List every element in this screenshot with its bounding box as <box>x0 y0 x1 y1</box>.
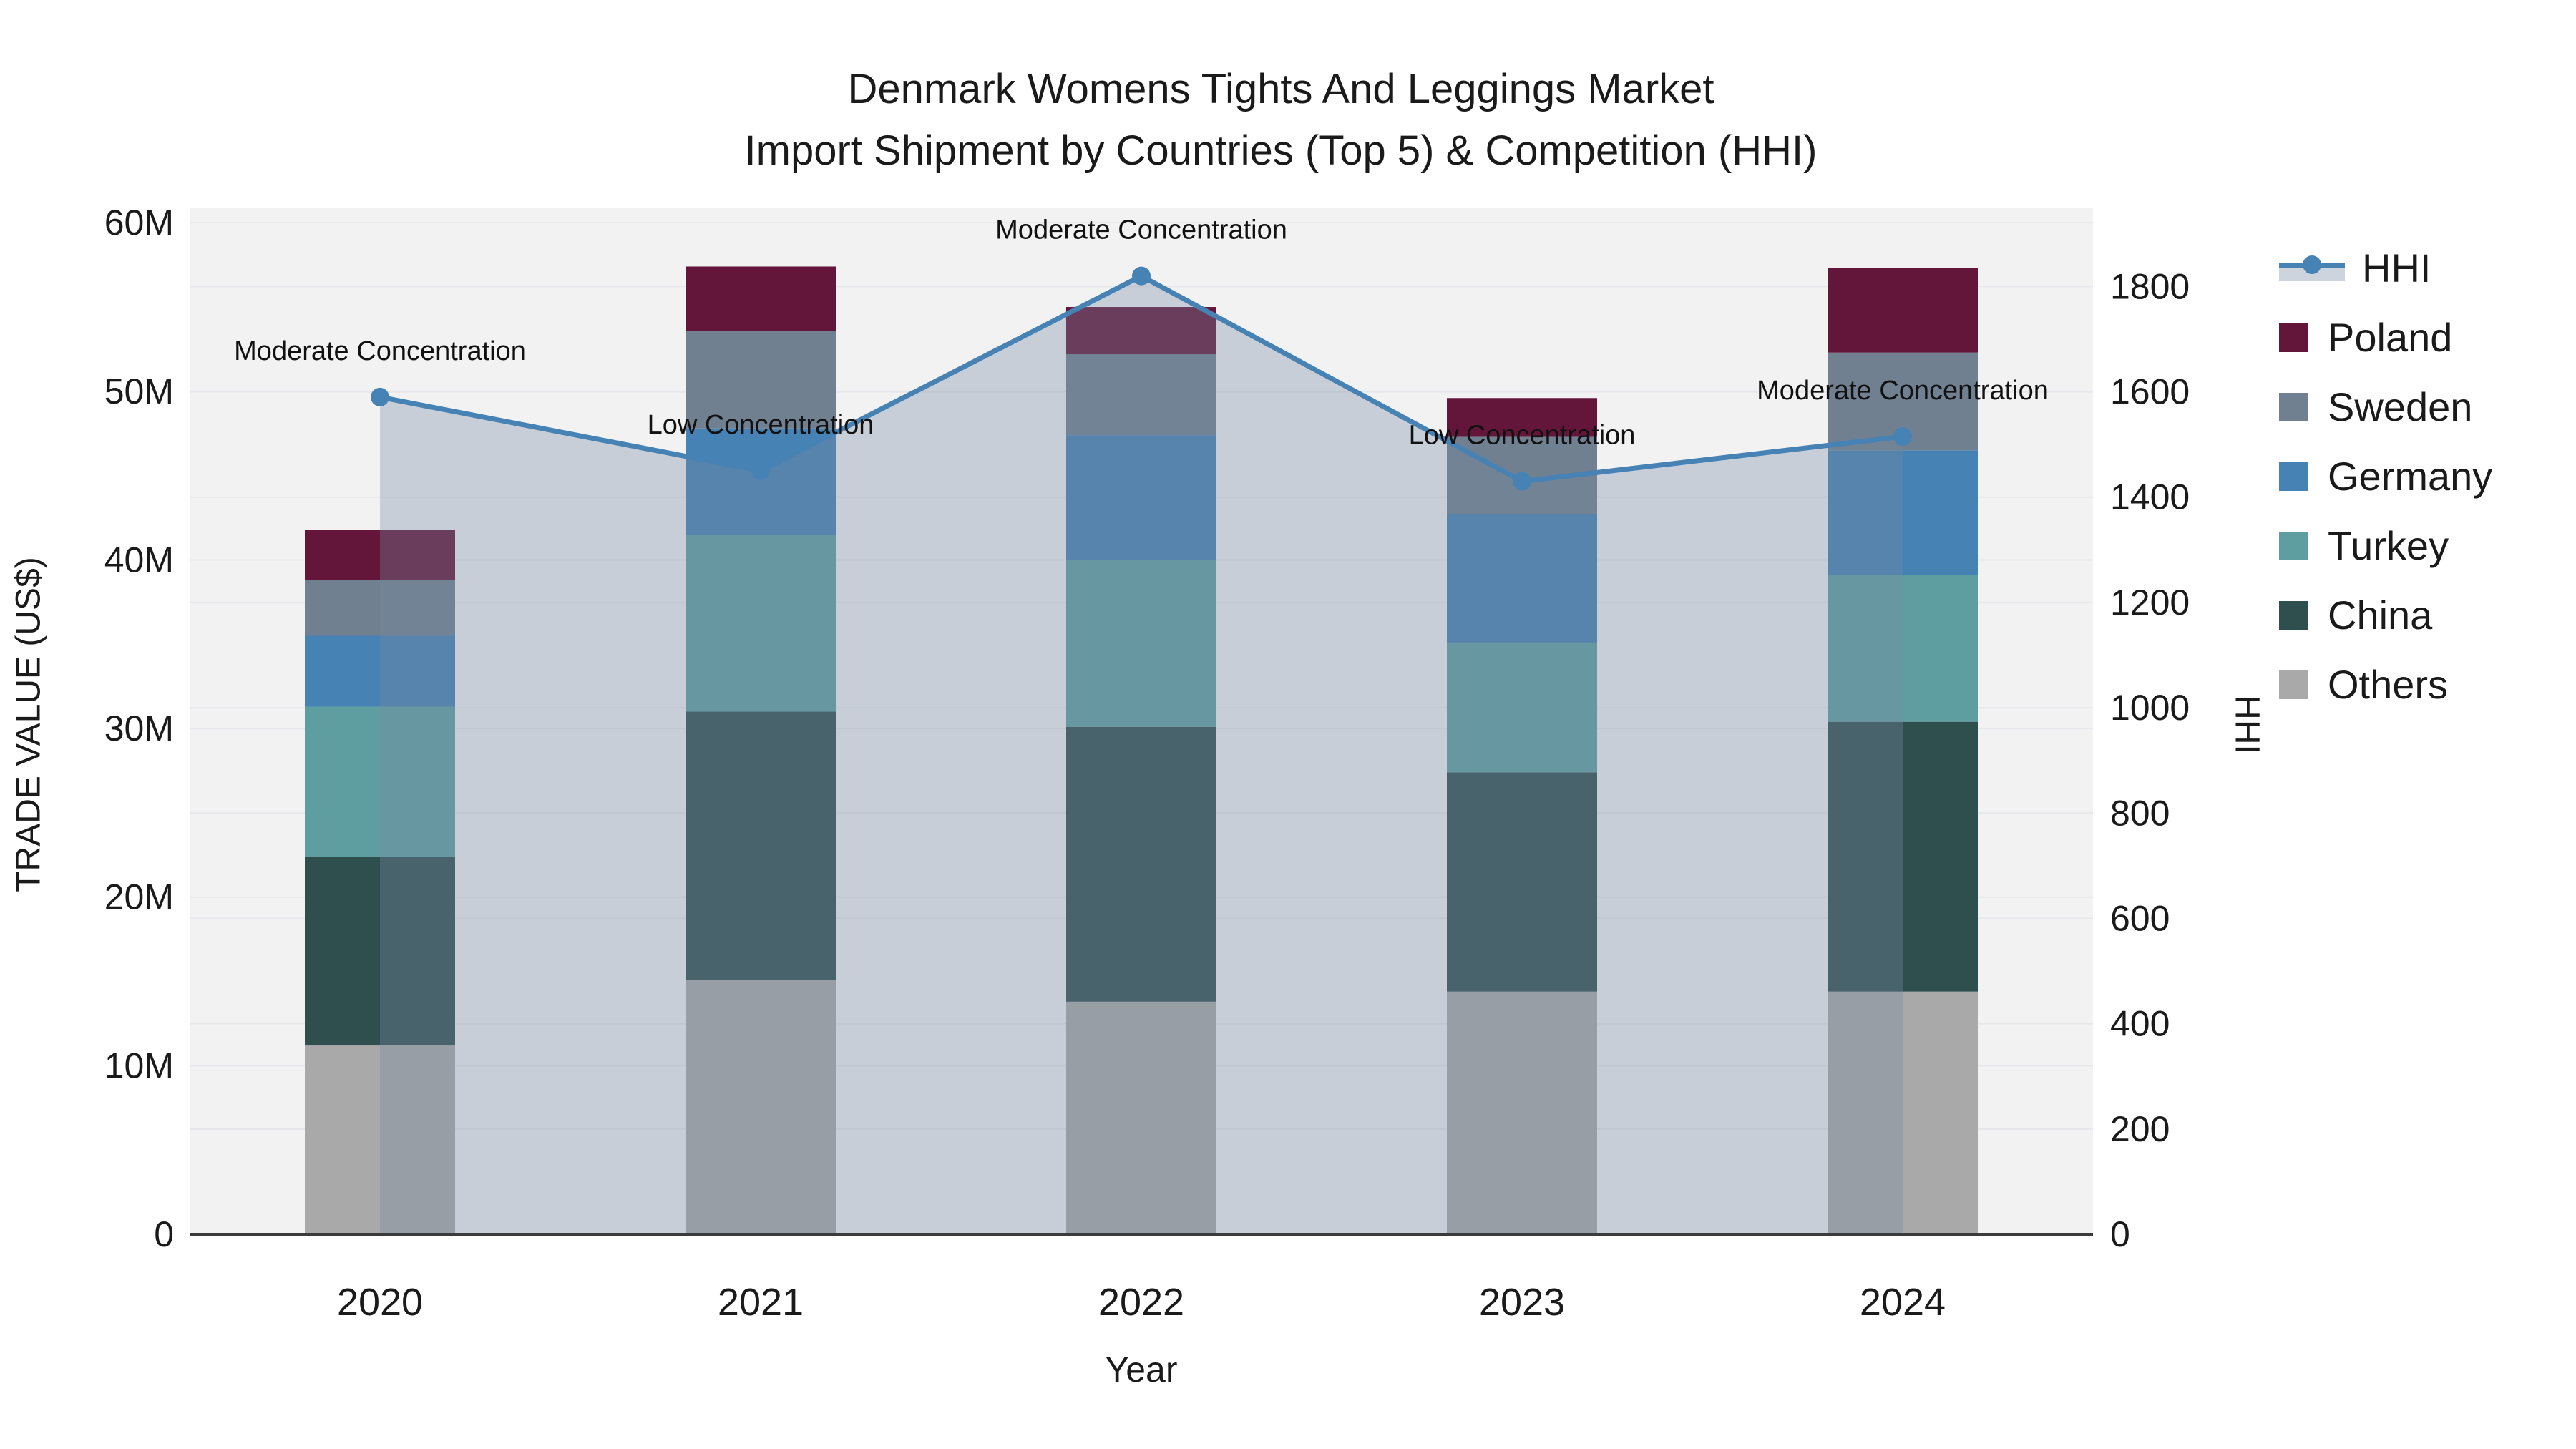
y-right-tick-label: 600 <box>2110 898 2170 938</box>
legend-item-hhi[interactable]: HHI <box>2279 233 2492 303</box>
bar-segment-poland-2022[interactable] <box>1066 307 1216 354</box>
hhi-area-fill <box>380 275 1903 1235</box>
bar-segment-turkey-2020[interactable] <box>305 706 455 857</box>
bar-segment-poland-2021[interactable] <box>686 266 836 331</box>
legend-label-poland: Poland <box>2328 315 2453 360</box>
legend-item-poland[interactable]: Poland <box>2279 303 2492 372</box>
bar-segment-turkey-2022[interactable] <box>1066 560 1216 727</box>
bar-segment-others-2020[interactable] <box>305 1045 455 1234</box>
y-right-tick-label: 1200 <box>2110 582 2190 623</box>
legend-swatch-china <box>2279 600 2308 630</box>
bar-segment-germany-2023[interactable] <box>1447 514 1597 643</box>
legend-label-germany: Germany <box>2328 454 2493 499</box>
y-right-tick-label: 0 <box>2110 1214 2130 1254</box>
hhi-marker-2021[interactable] <box>751 461 770 480</box>
legend-label-sweden: Sweden <box>2328 384 2473 429</box>
y-axis-title-left: TRADE VALUE (US$) <box>9 557 48 892</box>
legend-label-others: Others <box>2328 662 2449 707</box>
chart-title-line1: Denmark Womens Tights And Leggings Marke… <box>847 66 1714 112</box>
legend-swatch-sweden <box>2279 392 2308 421</box>
y-right-tick-label: 400 <box>2110 1004 2170 1044</box>
x-axis-title: Year <box>1105 1350 1178 1390</box>
y-left-tick-label: 10M <box>104 1045 174 1085</box>
bar-segment-turkey-2024[interactable] <box>1828 575 1978 722</box>
y-left-tick-label: 20M <box>104 877 174 917</box>
legend-swatch-germany <box>2279 462 2308 491</box>
bar-segment-turkey-2023[interactable] <box>1447 642 1597 773</box>
x-tick-label-2023: 2023 <box>1479 1281 1565 1324</box>
x-tick-label-2022: 2022 <box>1098 1281 1184 1324</box>
annotation-2023: Low Concentration <box>1409 421 1636 451</box>
y-left-tick-label: 50M <box>104 371 174 411</box>
y-left-tick-label: 0 <box>154 1214 174 1254</box>
annotation-2021: Low Concentration <box>648 410 874 440</box>
y-right-tick-label: 800 <box>2110 793 2170 833</box>
y-right-tick-label: 1800 <box>2110 266 2190 306</box>
bar-segment-china-2024[interactable] <box>1828 721 1978 992</box>
bar-segment-sweden-2022[interactable] <box>1066 354 1216 436</box>
bar-segment-germany-2022[interactable] <box>1066 435 1216 560</box>
bar-segment-china-2022[interactable] <box>1066 726 1216 1002</box>
bar-segment-turkey-2021[interactable] <box>686 535 836 712</box>
legend-swatch-others <box>2279 670 2308 699</box>
hhi-marker-2020[interactable] <box>371 387 389 406</box>
bar-segment-others-2024[interactable] <box>1828 991 1978 1234</box>
y-left-tick-label: 40M <box>104 540 174 580</box>
bar-segment-others-2021[interactable] <box>686 980 836 1234</box>
legend-label-hhi: HHI <box>2362 245 2431 291</box>
bar-segment-sweden-2020[interactable] <box>305 580 455 636</box>
bar-segment-germany-2020[interactable] <box>305 635 455 707</box>
hhi-marker-2022[interactable] <box>1132 266 1151 286</box>
legend: HHI Poland Sweden Germany Turkey China Others <box>2279 233 2492 719</box>
annotation-2022: Moderate Concentration <box>995 215 1287 245</box>
hhi-line-icon <box>2279 253 2345 284</box>
bar-segment-china-2023[interactable] <box>1447 772 1597 992</box>
bar-segment-others-2022[interactable] <box>1066 1001 1216 1234</box>
legend-swatch-turkey <box>2279 531 2308 560</box>
bar-segment-china-2021[interactable] <box>686 711 836 980</box>
y-left-tick-label: 60M <box>104 203 174 243</box>
hhi-marker-2023[interactable] <box>1513 472 1531 491</box>
y-axis-title-right: HHI <box>2228 695 2266 754</box>
x-tick-label-2024: 2024 <box>1860 1281 1946 1324</box>
bar-segment-others-2023[interactable] <box>1447 991 1597 1234</box>
legend-item-sweden[interactable]: Sweden <box>2279 372 2492 441</box>
x-tick-label-2021: 2021 <box>718 1281 804 1324</box>
y-right-tick-label: 1400 <box>2110 477 2190 517</box>
bar-segment-germany-2024[interactable] <box>1828 450 1978 575</box>
legend-label-china: China <box>2328 592 2433 638</box>
legend-item-germany[interactable]: Germany <box>2279 441 2492 511</box>
hhi-marker-2024[interactable] <box>1893 427 1912 447</box>
bar-segment-poland-2023[interactable] <box>1447 398 1597 437</box>
y-right-tick-label: 1600 <box>2110 372 2190 412</box>
legend-item-others[interactable]: Others <box>2279 650 2492 719</box>
legend-label-turkey: Turkey <box>2328 523 2449 568</box>
y-left-tick-label: 30M <box>104 708 174 748</box>
x-tick-label-2020: 2020 <box>337 1281 423 1324</box>
legend-item-turkey[interactable]: Turkey <box>2279 511 2492 580</box>
chart-title: Denmark Womens Tights And Leggings Marke… <box>0 59 2562 182</box>
y-right-tick-label: 200 <box>2110 1109 2170 1149</box>
annotation-2020: Moderate Concentration <box>234 336 526 366</box>
bar-segment-poland-2024[interactable] <box>1828 268 1978 353</box>
chart-title-line2: Import Shipment by Countries (Top 5) & C… <box>744 127 1818 174</box>
bar-segment-sweden-2021[interactable] <box>686 331 836 429</box>
bar-segment-china-2020[interactable] <box>305 857 455 1046</box>
legend-swatch-poland <box>2279 323 2308 352</box>
annotation-2024: Moderate Concentration <box>1757 376 2049 406</box>
legend-item-china[interactable]: China <box>2279 580 2492 650</box>
y-right-tick-label: 1000 <box>2110 688 2190 728</box>
bar-segment-poland-2020[interactable] <box>305 530 455 580</box>
